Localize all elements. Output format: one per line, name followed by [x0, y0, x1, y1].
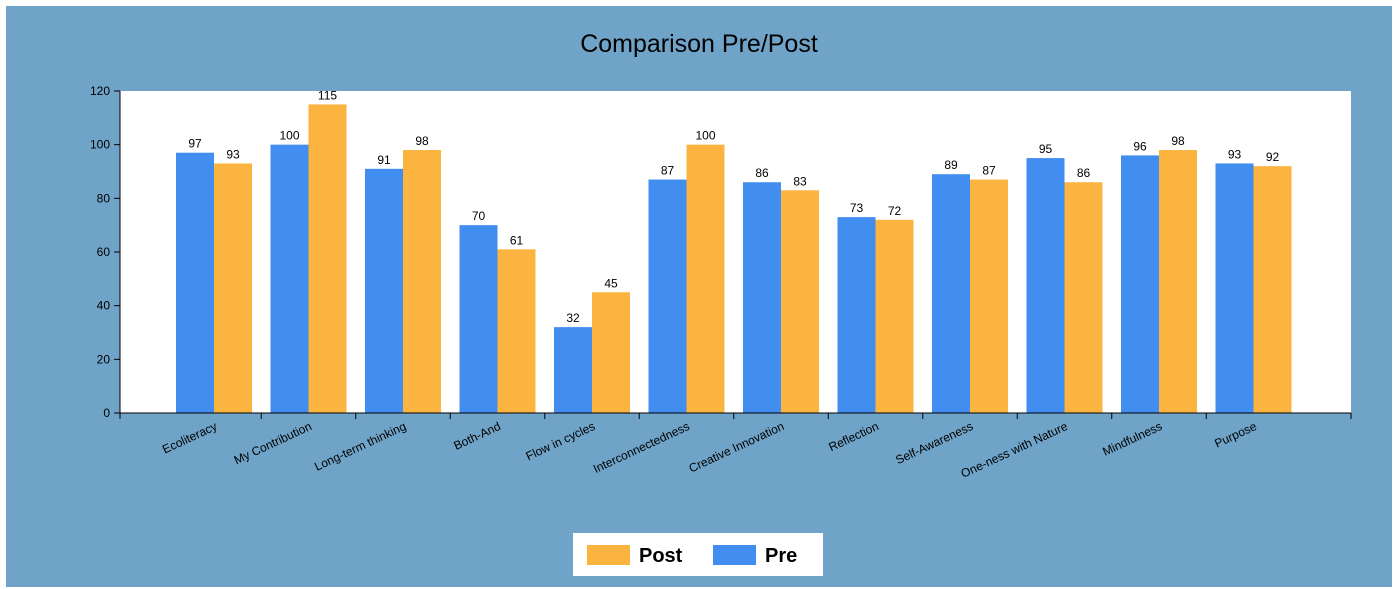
legend-label-pre: Pre — [765, 545, 797, 567]
bar-post-0 — [214, 163, 252, 413]
value-label-pre-1: 100 — [279, 129, 299, 143]
category-label-9: One-ness with Nature — [959, 419, 1070, 481]
y-tick-label-6: 120 — [90, 84, 110, 98]
legend-swatch-pre — [713, 545, 756, 565]
value-label-pre-4: 32 — [566, 311, 580, 325]
y-tick-label-4: 80 — [97, 191, 111, 205]
bar-pre-5 — [648, 179, 687, 413]
bar-post-9 — [1064, 182, 1103, 413]
bar-pre-1 — [270, 144, 309, 413]
value-label-pre-9: 95 — [1039, 142, 1053, 156]
category-label-8: Self-Awareness — [893, 419, 975, 467]
bar-post-6 — [781, 190, 819, 413]
bar-post-5 — [686, 144, 725, 413]
bar-post-7 — [875, 219, 914, 413]
bar-pre-2 — [365, 168, 403, 413]
bar-post-3 — [497, 249, 536, 413]
bar-pre-9 — [1026, 158, 1065, 413]
value-label-post-11: 92 — [1266, 150, 1280, 164]
bar-pre-0 — [176, 152, 214, 413]
value-label-post-7: 72 — [888, 204, 902, 218]
bar-pre-3 — [459, 225, 498, 413]
category-label-5: Interconnectedness — [591, 419, 692, 476]
bar-post-4 — [592, 292, 630, 413]
legend-label-post: Post — [639, 545, 683, 567]
category-label-11: Purpose — [1212, 419, 1259, 451]
y-tick-label-0: 0 — [103, 406, 110, 420]
bar-pre-11 — [1215, 163, 1254, 413]
category-label-2: Long-term thinking — [312, 419, 408, 474]
y-tick-label-3: 60 — [97, 245, 111, 259]
bar-post-1 — [308, 104, 347, 414]
bar-pre-10 — [1121, 155, 1159, 413]
value-label-post-3: 61 — [510, 233, 524, 247]
bars-group: 97 93 100 115 91 98 70 61 32 45 87 100 86 83 73 72 89 87 9… — [176, 88, 1292, 414]
bar-post-11 — [1253, 166, 1292, 413]
value-label-pre-8: 89 — [944, 158, 958, 172]
value-label-post-9: 86 — [1077, 166, 1091, 180]
y-tick-label-5: 100 — [90, 138, 110, 152]
bar-pre-4 — [554, 327, 592, 413]
value-label-post-0: 93 — [226, 147, 240, 161]
value-label-post-5: 100 — [695, 129, 715, 143]
category-label-1: My Contribution — [232, 419, 314, 467]
value-label-pre-2: 91 — [377, 153, 391, 167]
value-label-post-6: 83 — [793, 174, 807, 188]
bar-pre-6 — [743, 182, 781, 413]
value-label-pre-0: 97 — [188, 137, 202, 151]
value-label-post-8: 87 — [982, 164, 996, 178]
bar-pre-8 — [932, 174, 970, 413]
value-label-pre-5: 87 — [661, 164, 675, 178]
bar-pre-7 — [837, 217, 876, 413]
category-label-10: Mindfulness — [1100, 419, 1164, 459]
value-label-post-4: 45 — [604, 276, 618, 290]
category-label-6: Creative Innovation — [687, 419, 787, 475]
value-label-pre-3: 70 — [472, 209, 486, 223]
legend-swatch-post — [587, 545, 630, 565]
bar-post-10 — [1159, 150, 1197, 414]
category-label-7: Reflection — [826, 419, 880, 454]
bar-post-2 — [403, 150, 441, 414]
category-label-3: Both-And — [451, 419, 502, 453]
value-label-pre-7: 73 — [850, 201, 864, 215]
category-label-4: Flow in cycles — [524, 419, 598, 463]
y-tick-label-2: 40 — [97, 299, 111, 313]
value-label-pre-6: 86 — [755, 166, 769, 180]
category-label-0: Ecoliteracy — [160, 419, 219, 456]
legend: Post Pre — [573, 533, 823, 576]
y-tick-label-1: 20 — [97, 352, 111, 366]
value-label-pre-11: 93 — [1228, 147, 1242, 161]
value-label-post-10: 98 — [1171, 134, 1185, 148]
value-label-post-1: 115 — [318, 88, 337, 102]
value-label-post-2: 98 — [415, 134, 429, 148]
value-label-pre-10: 96 — [1133, 139, 1147, 153]
chart-title: Comparison Pre/Post — [580, 30, 818, 58]
bar-post-8 — [970, 179, 1008, 413]
